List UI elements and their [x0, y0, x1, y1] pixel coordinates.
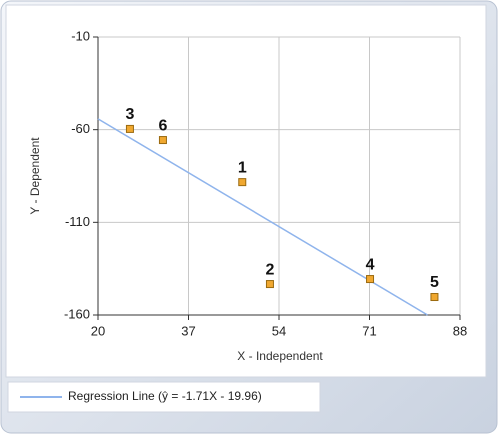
x-tick-label: 54	[272, 323, 286, 338]
point-label: 5	[430, 274, 439, 291]
y-tick-label: -10	[71, 28, 90, 43]
x-tick-label: 88	[453, 323, 467, 338]
point	[158, 136, 167, 145]
point	[430, 293, 439, 302]
y-tick-label: -160	[64, 306, 90, 321]
y-axis-title: Y - Dependent	[28, 137, 42, 215]
point	[366, 275, 375, 284]
y-tick-label: -110	[65, 214, 90, 229]
point	[265, 280, 274, 289]
legend-label: Regression Line (ŷ = -1.71X - 19.96)	[68, 389, 262, 403]
x-tick-label: 37	[181, 323, 195, 338]
y-tick-label: -60	[71, 121, 90, 136]
x-tick-label: 20	[91, 323, 105, 338]
x-axis-title: X - Independent	[237, 349, 323, 363]
point	[238, 178, 247, 187]
point-label: 1	[238, 159, 247, 176]
point-label: 6	[158, 117, 167, 134]
point-label: 2	[265, 261, 274, 278]
x-tick-label: 71	[362, 323, 376, 338]
point	[125, 124, 134, 133]
point-label: 3	[125, 106, 134, 123]
point-label: 4	[366, 256, 375, 273]
